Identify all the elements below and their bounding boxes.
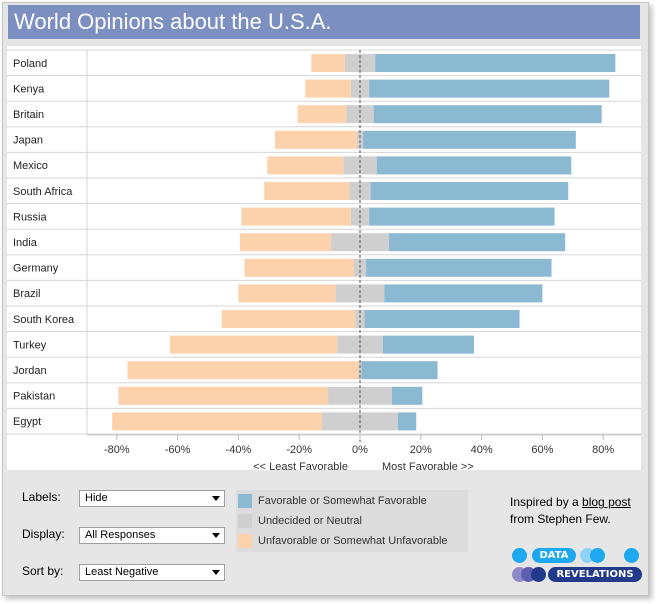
bar-unfavorable: [239, 233, 332, 252]
x-label-least-favorable: << Least Favorable: [253, 461, 348, 470]
category-label: Kenya: [13, 83, 45, 95]
category-label: Pakistan: [13, 391, 55, 403]
chevron-down-icon: [212, 533, 220, 538]
bar-neutral: [356, 130, 364, 149]
logo-dot: [531, 567, 546, 582]
x-tick-label: 80%: [592, 444, 614, 456]
bar-unfavorable: [112, 412, 323, 431]
bar-neutral: [337, 335, 383, 354]
sort-control-label: Sort by:: [22, 564, 64, 578]
category-label: Turkey: [13, 339, 47, 351]
bar-unfavorable: [118, 386, 329, 405]
logo-bottom-word: REVELATIONS: [548, 567, 642, 582]
x-tick-label: -40%: [226, 444, 252, 456]
category-label: India: [13, 237, 38, 249]
logo-top-word: DATA: [532, 548, 576, 563]
bar-favorable: [391, 386, 423, 405]
credit-text: Inspired by a blog post from Stephen Few…: [510, 494, 631, 528]
bar-favorable: [370, 182, 569, 200]
legend-swatch-unfavorable: [238, 534, 252, 548]
legend: Favorable or Somewhat Favorable Undecide…: [236, 490, 468, 552]
bar-unfavorable: [127, 361, 359, 380]
bar-unfavorable: [241, 207, 351, 226]
legend-label-favorable: Favorable or Somewhat Favorable: [258, 495, 427, 507]
bar-unfavorable: [274, 130, 357, 149]
legend-swatch-favorable: [238, 494, 252, 508]
labels-select[interactable]: Hide: [79, 490, 225, 507]
bar-unfavorable: [264, 182, 350, 200]
category-label: Egypt: [13, 416, 41, 428]
bar-favorable: [376, 156, 572, 175]
x-tick-label: -80%: [104, 444, 130, 456]
credit-suffix: from Stephen Few.: [510, 512, 611, 526]
x-tick-label: -20%: [286, 444, 312, 456]
legend-label-neutral: Undecided or Neutral: [258, 515, 362, 527]
bar-favorable: [369, 207, 555, 226]
labels-control-label: Labels:: [22, 490, 61, 504]
bar-favorable: [382, 335, 474, 354]
bar-unfavorable: [297, 105, 347, 124]
bar-unfavorable: [267, 156, 344, 175]
bar-favorable: [388, 233, 566, 252]
bar-unfavorable: [170, 335, 338, 354]
bar-unfavorable: [311, 54, 345, 72]
category-label: Germany: [13, 263, 59, 275]
logo-dot: [590, 548, 605, 563]
category-label: Mexico: [13, 160, 48, 172]
logo-dot: [512, 548, 527, 563]
bar-favorable: [361, 361, 438, 380]
display-control-label: Display:: [22, 527, 65, 541]
logo-dot: [624, 548, 639, 563]
x-label-most-favorable: Most Favorable >>: [382, 461, 474, 470]
credit-prefix: Inspired by a: [510, 495, 583, 509]
chevron-down-icon: [212, 570, 220, 575]
bar-favorable: [375, 54, 616, 72]
bar-neutral: [355, 310, 365, 328]
bar-unfavorable: [221, 310, 356, 328]
bar-favorable: [369, 79, 610, 98]
bar-favorable: [398, 412, 417, 431]
bar-unfavorable: [244, 258, 354, 277]
blog-post-link[interactable]: blog post: [582, 495, 631, 509]
x-tick-label: 60%: [531, 444, 553, 456]
chart-panel: Poland Kenya Britain Japan Mexico South Afric…: [7, 46, 641, 470]
data-revelations-logo[interactable]: DATA REVELATIONS: [504, 542, 644, 584]
bar-unfavorable: [238, 284, 336, 303]
bar-favorable: [366, 258, 552, 277]
controls-panel: Labels: Hide Display: All Responses Sort…: [7, 482, 644, 590]
x-tick-label: -60%: [165, 444, 191, 456]
x-tick-label: 20%: [410, 444, 432, 456]
category-label: South Africa: [13, 186, 73, 198]
category-label: Jordan: [13, 365, 47, 377]
page-title: World Opinions about the U.S.A.: [14, 9, 332, 34]
x-tick-label: 0%: [352, 444, 368, 456]
bar-neutral: [350, 79, 370, 98]
bar-neutral: [346, 105, 374, 124]
display-select[interactable]: All Responses: [79, 527, 225, 544]
sort-select[interactable]: Least Negative: [79, 564, 225, 581]
display-select-value: All Responses: [85, 529, 156, 541]
category-label: Russia: [13, 211, 48, 223]
category-label: Poland: [13, 58, 47, 70]
bar-favorable: [364, 310, 520, 328]
category-label: South Korea: [13, 314, 75, 326]
bar-favorable: [384, 284, 543, 303]
chevron-down-icon: [212, 496, 220, 501]
labels-select-value: Hide: [85, 492, 108, 504]
diverging-bar-chart: Poland Kenya Britain Japan Mexico South Afric…: [7, 49, 641, 470]
legend-swatch-neutral: [238, 514, 252, 528]
title-bar: World Opinions about the U.S.A.: [8, 5, 640, 39]
category-label: Britain: [13, 109, 44, 121]
legend-label-unfavorable: Unfavorable or Somewhat Unfavorable: [258, 535, 448, 547]
bar-unfavorable: [305, 79, 351, 98]
bar-favorable: [373, 105, 602, 124]
bar-neutral: [335, 284, 385, 303]
bar-favorable: [363, 130, 576, 149]
category-label: Japan: [13, 135, 43, 147]
x-tick-label: 40%: [471, 444, 493, 456]
sort-select-value: Least Negative: [85, 566, 159, 578]
category-label: Brazil: [13, 288, 41, 300]
